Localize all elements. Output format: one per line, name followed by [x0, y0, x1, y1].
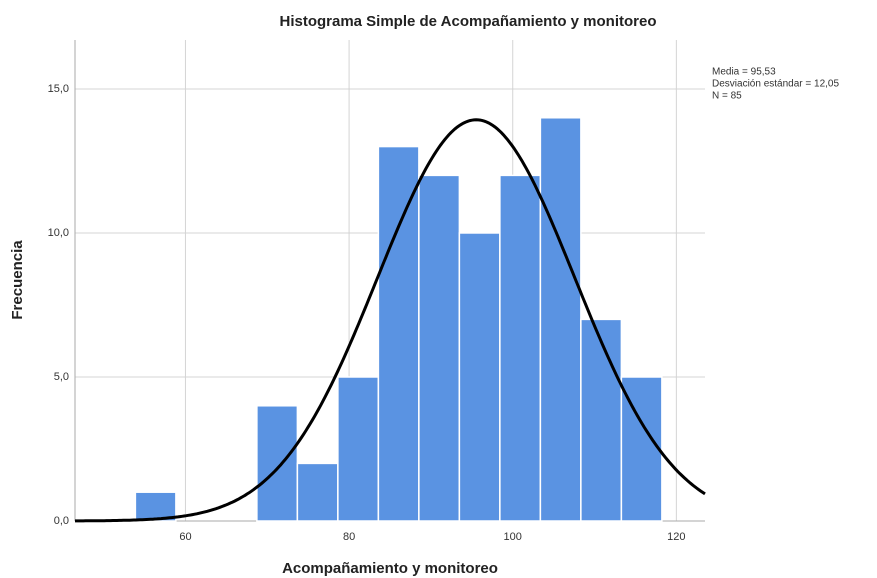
- y-tick-label: 15,0: [48, 83, 69, 95]
- x-tick-label: 60: [179, 531, 191, 543]
- x-tick-label: 100: [504, 531, 522, 543]
- bar: [458, 232, 501, 522]
- x-tick-label: 80: [343, 531, 355, 543]
- bar: [134, 491, 177, 522]
- bar: [499, 174, 542, 522]
- x-tick-label: 120: [667, 531, 685, 543]
- normal-curve: [75, 118, 706, 523]
- bar: [296, 462, 339, 522]
- chart-title: Histograma Simple de Acompañamiento y mo…: [279, 13, 656, 30]
- bar: [337, 376, 380, 522]
- bar: [580, 318, 623, 522]
- y-tick-label: 0,0: [54, 515, 69, 527]
- bar: [539, 117, 582, 522]
- stat-mean: Media = 95,53: [712, 67, 776, 78]
- bar: [377, 145, 420, 522]
- x-axis-label: Acompañamiento y monitoreo: [282, 560, 498, 577]
- bar: [418, 174, 461, 522]
- bar: [256, 405, 299, 522]
- stat-n: N = 85: [712, 91, 742, 102]
- stat-sd: Desviación estándar = 12,05: [712, 79, 839, 90]
- y-tick-label: 10,0: [48, 227, 69, 239]
- y-tick-label: 5,0: [54, 371, 69, 383]
- y-axis-label: Frecuencia: [9, 240, 26, 320]
